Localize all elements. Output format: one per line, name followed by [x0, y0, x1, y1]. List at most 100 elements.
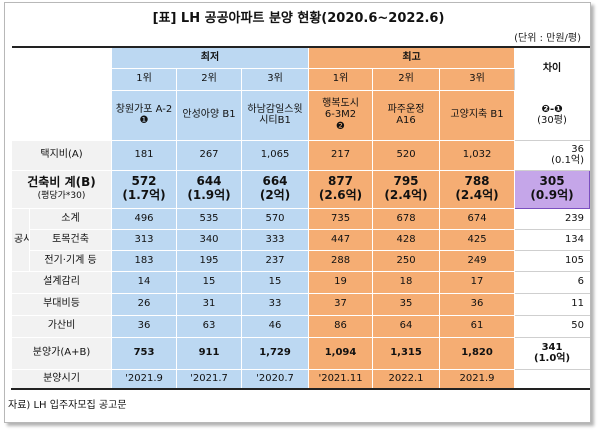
- diff-area: (30평): [537, 115, 567, 126]
- value-main: 644: [196, 174, 222, 189]
- value-cell: 1,729: [240, 336, 310, 370]
- value-eok: (1.7억): [122, 188, 166, 202]
- value-cell: 26: [111, 292, 177, 316]
- value-cell: 674: [439, 207, 516, 230]
- row-label: 분양가(A+B): [11, 336, 112, 370]
- value-cell: 1,032: [439, 139, 516, 171]
- row-label: 건축비 계(B) (평당가*30): [11, 169, 112, 209]
- value-cell: 46: [240, 314, 310, 338]
- header-corner: [11, 46, 112, 140]
- diff-value-eok: (0.9억): [530, 188, 574, 202]
- rank-cell: 1위: [111, 67, 177, 91]
- value-cell: 535: [176, 207, 242, 230]
- diff-value-eok: (1.0억): [534, 353, 571, 364]
- diff-cell-highlight: 305 (0.9억): [514, 169, 591, 209]
- value-cell: '2021.11: [308, 368, 374, 390]
- row-build-total: 건축비 계(B) (평당가*30) 572 (1.7억) 644 (1.9억) 664…: [11, 169, 591, 209]
- row-label: 전기·기계 등: [29, 249, 112, 272]
- complex-line: 고양지축 B1: [450, 109, 504, 121]
- value-cell: '2021.7: [176, 368, 242, 390]
- rank-cell: 3위: [240, 67, 310, 91]
- value-cell: 14: [111, 270, 177, 294]
- rank-row: 1위 2위 3위 1위 2위 3위: [12, 67, 590, 91]
- value-cell: 425: [439, 228, 516, 251]
- row-surcharge: 가산비 36 63 46 86 64 61 50: [11, 314, 591, 338]
- value-eok: (2억): [259, 188, 291, 202]
- value-cell: 18: [372, 270, 441, 294]
- value-cell: 35: [372, 292, 441, 316]
- value-main: 795: [393, 174, 419, 189]
- value-cell: 181: [111, 139, 177, 171]
- diff-cell: 341 (1.0억): [514, 336, 591, 370]
- value-main: 788: [464, 174, 490, 189]
- value-cell: 1,315: [372, 336, 441, 370]
- value-cell: 664 (2억): [240, 169, 310, 209]
- value-cell: '2020.7: [240, 368, 310, 390]
- value-cell: 496: [111, 207, 177, 230]
- value-cell: 237: [240, 249, 310, 272]
- complex-name: 하남감일스윗 시티B1: [240, 89, 310, 141]
- diff-formula: ❷-❶: [541, 103, 563, 115]
- diff-cell: 36 (0.1억): [514, 139, 591, 171]
- group-diff: 차이: [514, 46, 591, 91]
- value-eok: (1.9억): [187, 188, 231, 202]
- row-label: 소계: [29, 207, 112, 230]
- group-highest: 최고: [308, 46, 516, 69]
- diff-value: 36: [571, 143, 585, 155]
- diff-cell: 6: [514, 270, 591, 294]
- complex-line: 안성아양 B1: [182, 109, 236, 121]
- complex-line: 행복도시: [322, 97, 359, 109]
- complex-marker: ❷: [336, 120, 345, 132]
- value-cell: 19: [308, 270, 374, 294]
- rank-cell: 1위: [308, 67, 374, 91]
- value-cell: 250: [372, 249, 441, 272]
- diff-cell: 105: [514, 249, 591, 272]
- value-cell: 33: [240, 292, 310, 316]
- value-cell: 1,065: [240, 139, 310, 171]
- value-cell: 788 (2.4억): [439, 169, 516, 209]
- value-cell: 217: [308, 139, 374, 171]
- value-eok: (2.4억): [384, 188, 428, 202]
- value-cell: 428: [372, 228, 441, 251]
- value-cell: 447: [308, 228, 374, 251]
- complex-name: 안성아양 B1: [176, 89, 242, 141]
- value-cell: 520: [372, 139, 441, 171]
- value-cell: 31: [176, 292, 242, 316]
- diff-cell: 134: [514, 228, 591, 251]
- row-label: 가산비: [11, 314, 112, 338]
- row-label: 택지비(A): [11, 139, 112, 171]
- value-cell: '2021.9: [111, 368, 177, 390]
- apartment-sale-table: 최저 최고 차이 1위 2위 3위 1위 2위 3위 창원가포 A-2 ❶ 안성아…: [11, 46, 591, 390]
- row-subtotal: 공사비 소계 496 535 570 735 678 674 239: [11, 207, 591, 272]
- row-civil: 토목건축 313 340 333 447 428 425 134: [12, 228, 591, 251]
- value-cell: 1,820: [439, 336, 516, 370]
- value-cell: 1,094: [308, 336, 374, 370]
- row-electric: 전기·기계 등 183 195 237 288 250 249 105: [12, 249, 591, 272]
- complex-line: 창원가포 A-2: [115, 103, 173, 115]
- value-main: 664: [262, 174, 288, 189]
- row-label: 부대비등: [11, 292, 112, 316]
- diff-cell: 11: [514, 292, 591, 316]
- diff-value: 341: [541, 341, 563, 353]
- build-label: 건축비 계(B): [27, 175, 96, 190]
- value-cell: 735: [308, 207, 374, 230]
- diff-cell: [514, 368, 591, 390]
- value-cell: 644 (1.9억): [176, 169, 242, 209]
- value-cell: 2022.1: [372, 368, 441, 390]
- rank-cell: 2위: [372, 67, 441, 91]
- value-cell: 340: [176, 228, 242, 251]
- value-cell: 313: [111, 228, 177, 251]
- row-label: 설계감리: [11, 270, 112, 294]
- unit-note: (단위 : 만원/평): [514, 33, 581, 44]
- complex-name: 파주운정 A16: [372, 89, 441, 141]
- rank-cell: 3위: [439, 67, 516, 91]
- diff-cell: 239: [514, 207, 591, 230]
- row-period: 분양시기 '2021.9 '2021.7 '2020.7 '2021.11 20…: [11, 368, 591, 390]
- row-land: 택지비(A) 181 267 1,065 217 520 1,032 36 (0.…: [11, 139, 591, 171]
- value-cell: 795 (2.4억): [372, 169, 441, 209]
- value-eok: (2.6억): [318, 188, 363, 202]
- diff-header: ❷-❶ (30평): [514, 89, 591, 141]
- diff-cell: 50: [514, 314, 591, 338]
- complex-line: A16: [396, 115, 416, 126]
